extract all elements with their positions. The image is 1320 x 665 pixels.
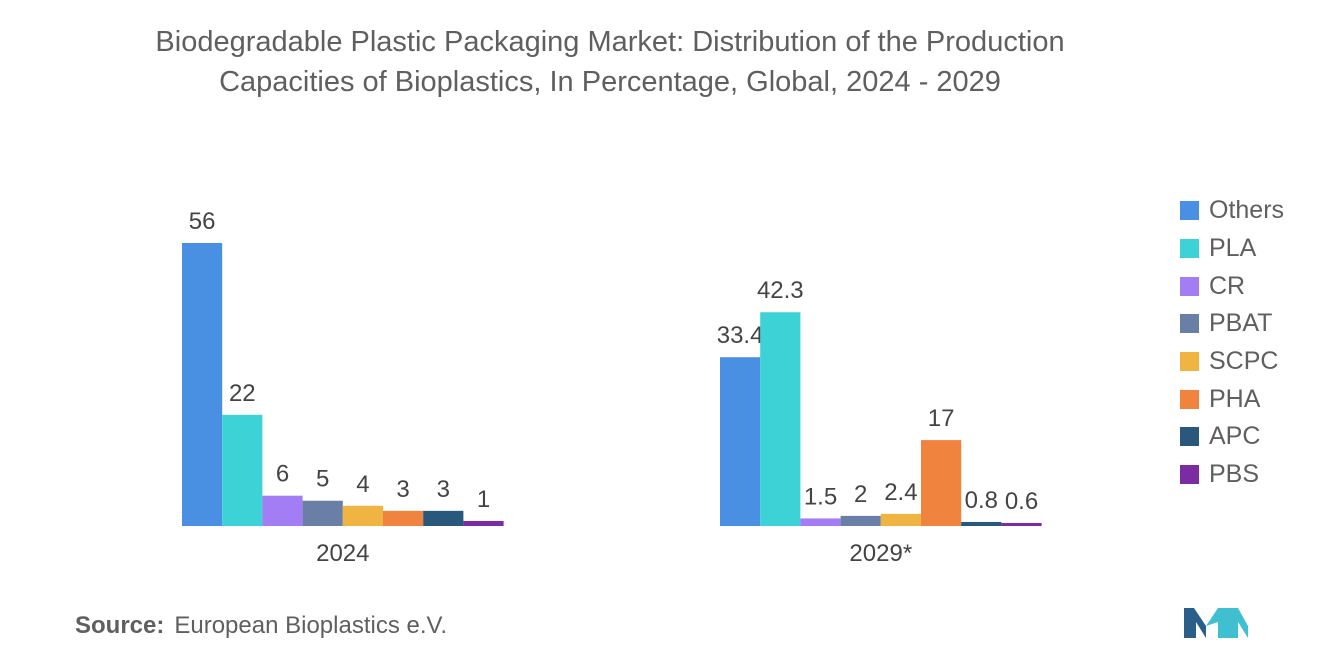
legend-item-scpc: SCPC: [1180, 343, 1284, 381]
x-tick-label-2024: 2024: [316, 540, 369, 567]
legend-swatch-pbat: [1180, 314, 1199, 334]
bar-cr-2024: [262, 495, 303, 526]
legend-label-pla: PLA: [1209, 234, 1257, 263]
bar-pbs-2024: [463, 520, 504, 526]
data-label-apc-2024: 3: [437, 476, 450, 503]
data-label-pha-2029: 17: [928, 405, 955, 432]
chart-title-line-2: Capacities of Bioplastics, In Percentage…: [219, 66, 1001, 98]
legend-swatch-others: [1180, 201, 1199, 221]
legend-swatch-pla: [1180, 239, 1199, 259]
source-text: European Bioplastics e.V.: [174, 612, 447, 639]
data-label-pbat-2029: 2: [854, 481, 867, 508]
legend-item-pla: PLA: [1180, 230, 1284, 268]
data-label-pla-2029: 42.3: [757, 277, 804, 304]
mordor-intelligence-logo-icon: [1184, 608, 1248, 638]
legend-label-pbat: PBAT: [1209, 309, 1273, 338]
legend-label-cr: CR: [1209, 271, 1246, 300]
data-label-others-2024: 56: [189, 208, 216, 235]
data-label-pbs-2024: 1: [477, 486, 490, 513]
legend-label-others: Others: [1209, 196, 1285, 225]
bar-apc-2029: [961, 521, 1002, 526]
chart-title-line-1: Biodegradable Plastic Packaging Market: …: [155, 26, 1065, 58]
source-label: Source:: [75, 612, 165, 639]
legend-item-others: Others: [1180, 192, 1284, 230]
bar-pha-2029: [921, 440, 962, 526]
data-label-scpc-2029: 2.4: [884, 479, 917, 506]
bar-cr-2029: [800, 518, 841, 526]
legend-swatch-apc: [1180, 427, 1199, 447]
data-label-pbat-2024: 5: [316, 466, 329, 493]
bar-scpc-2024: [342, 505, 383, 526]
source-note: Source: European Bioplastics e.V.: [75, 612, 447, 640]
chart-legend: Others PLA CR PBAT SCPC PHA APC PBS: [1180, 192, 1284, 494]
data-label-pha-2024: 3: [396, 476, 409, 503]
data-label-pla-2024: 22: [229, 380, 256, 407]
legend-swatch-pha: [1180, 389, 1199, 409]
data-label-scpc-2024: 4: [356, 471, 369, 498]
legend-label-pbs: PBS: [1209, 460, 1260, 489]
legend-item-cr: CR: [1180, 267, 1284, 305]
legend-item-pbs: PBS: [1180, 456, 1284, 494]
legend-item-pha: PHA: [1180, 380, 1284, 418]
legend-swatch-cr: [1180, 276, 1199, 296]
legend-label-scpc: SCPC: [1209, 347, 1279, 376]
data-label-others-2029: 33.4: [717, 322, 764, 349]
bar-pla-2029: [760, 312, 801, 526]
bar-scpc-2029: [880, 513, 921, 526]
bar-apc-2024: [423, 510, 464, 526]
bar-pbat-2024: [302, 500, 343, 526]
legend-label-apc: APC: [1209, 422, 1261, 451]
legend-item-pbat: PBAT: [1180, 305, 1284, 343]
bar-pbs-2029: [1001, 522, 1042, 526]
data-label-cr-2029: 1.5: [804, 483, 837, 510]
data-label-apc-2029: 0.8: [965, 487, 998, 514]
x-tick-label-2029: 2029*: [849, 540, 912, 567]
data-label-pbs-2029: 0.6: [1005, 488, 1038, 515]
legend-item-apc: APC: [1180, 418, 1284, 456]
bar-pha-2024: [383, 510, 424, 526]
bar-pla-2024: [222, 414, 263, 526]
data-label-cr-2024: 6: [276, 461, 289, 488]
bar-pbat-2029: [840, 515, 881, 526]
chart-title: Biodegradable Plastic Packaging Market: …: [60, 22, 1160, 102]
legend-swatch-pbs: [1180, 465, 1199, 485]
bar-others-2029: [720, 357, 761, 526]
legend-swatch-scpc: [1180, 352, 1199, 372]
legend-label-pha: PHA: [1209, 384, 1261, 413]
bar-others-2024: [182, 243, 223, 526]
